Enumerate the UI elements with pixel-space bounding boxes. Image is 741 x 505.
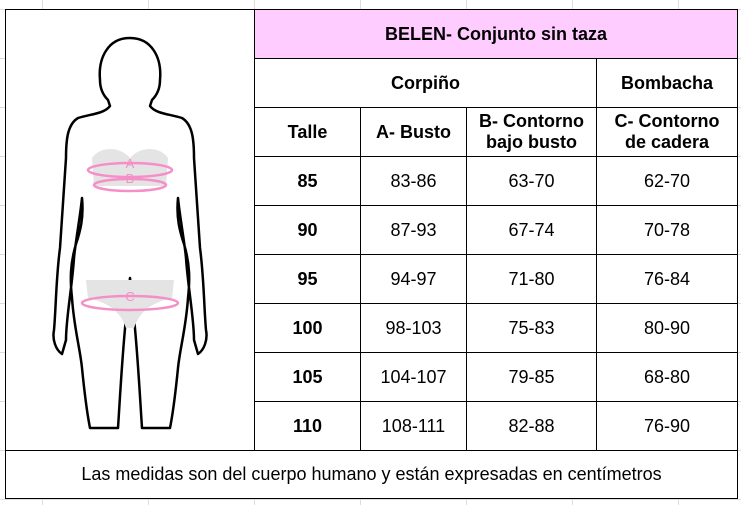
cell-cadera: 80-90 [596, 303, 738, 353]
cell-busto: 83-86 [360, 156, 467, 206]
cell-talle: 100 [254, 303, 361, 353]
table-row: 95 94-97 71-80 76-84 [6, 254, 738, 304]
body-figure-cell: A B C [5, 9, 255, 451]
cell-talle: 90 [254, 205, 361, 255]
cell-bajo-busto: 79-85 [466, 352, 597, 402]
cell-talle: 110 [254, 401, 361, 451]
underbust-measure-line [92, 177, 168, 192]
cell-busto: 104-107 [360, 352, 467, 402]
label-a: A [126, 156, 135, 171]
header-bajo-busto: B- Contorno bajo busto [466, 107, 597, 157]
cell-busto: 87-93 [360, 205, 467, 255]
size-chart-table: A B C BELEN- Conjunto sin taza Corpiño B… [5, 9, 738, 499]
label-b: B [126, 171, 135, 186]
table-row: 90 87-93 67-74 70-78 [6, 205, 738, 255]
cell-bajo-busto: 75-83 [466, 303, 597, 353]
cell-busto: 94-97 [360, 254, 467, 304]
footer-note: Las medidas son del cuerpo humano y está… [5, 450, 738, 499]
cell-talle: 85 [254, 156, 361, 206]
panties-shape [86, 279, 174, 328]
cell-bajo-busto: 67-74 [466, 205, 597, 255]
bust-measure-line [86, 161, 174, 178]
cell-talle: 105 [254, 352, 361, 402]
cell-talle: 95 [254, 254, 361, 304]
label-c: C [125, 289, 134, 304]
cell-cadera: 62-70 [596, 156, 738, 206]
cell-bajo-busto: 71-80 [466, 254, 597, 304]
cell-busto: 98-103 [360, 303, 467, 353]
table-row: 85 83-86 63-70 62-70 [6, 156, 738, 206]
hip-measure-line [80, 294, 180, 311]
header-talle: Talle [254, 107, 361, 157]
chart-title: BELEN- Conjunto sin taza [254, 9, 738, 59]
header-cadera: C- Contorno de cadera [596, 107, 738, 157]
cell-busto: 108-111 [360, 401, 467, 451]
table-row: 100 98-103 75-83 80-90 [6, 303, 738, 353]
cell-bajo-busto: 82-88 [466, 401, 597, 451]
cell-cadera: 68-80 [596, 352, 738, 402]
body-silhouette [52, 36, 208, 429]
header-busto: A- Busto [360, 107, 467, 157]
group-bombacha: Bombacha [596, 58, 738, 108]
cell-cadera: 70-78 [596, 205, 738, 255]
group-corpino: Corpiño [254, 58, 597, 108]
cell-bajo-busto: 63-70 [466, 156, 597, 206]
cell-cadera: 76-84 [596, 254, 738, 304]
cell-cadera: 76-90 [596, 401, 738, 451]
body-measurement-figure: A B C [52, 36, 208, 429]
table-row: 110 108-111 82-88 76-90 [6, 401, 738, 451]
